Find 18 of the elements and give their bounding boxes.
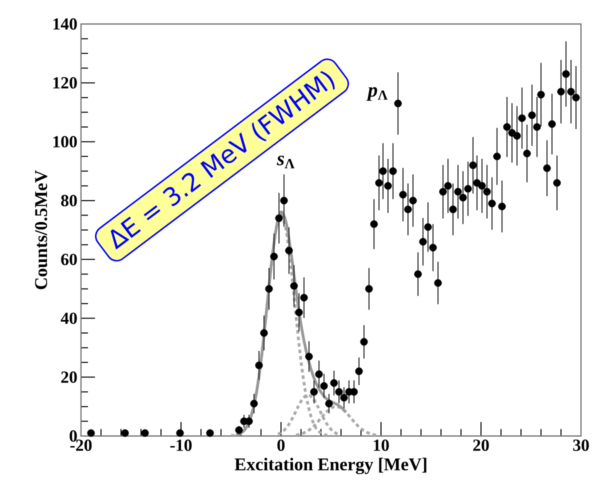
y-tick-label: 40 xyxy=(60,312,77,324)
x-tick-label: 20 xyxy=(473,440,489,451)
annotation: p$_{Λ}$ xyxy=(366,87,388,101)
y-tick-label: 20 xyxy=(61,371,77,383)
y-tick-label: 120 xyxy=(53,77,77,89)
y-tick-label: 0 xyxy=(70,430,77,442)
x-tick-label: -20 xyxy=(70,440,92,451)
x-tick-label: 10 xyxy=(374,440,389,451)
x-tick-label: -10 xyxy=(170,440,192,451)
x-tick-label: 0 xyxy=(277,440,285,451)
y-tick-label: 100 xyxy=(53,136,77,148)
annotation: s$_{Λ}$ xyxy=(276,156,295,168)
y-axis-title: Counts/0.5MeV xyxy=(35,170,48,290)
y-tick-label: 80 xyxy=(61,194,77,206)
y-tick-label: 140 xyxy=(53,18,77,30)
y-tick-label: 60 xyxy=(61,254,77,266)
x-axis-title: Excitation Energy [MeV] xyxy=(234,458,426,474)
x-tick-label: 30 xyxy=(573,440,589,451)
